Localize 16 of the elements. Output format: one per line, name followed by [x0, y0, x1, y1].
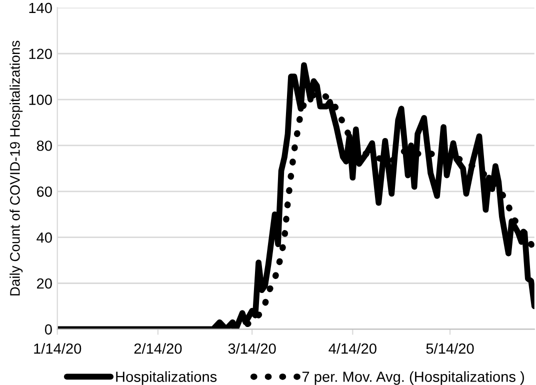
legend-label: Hospitalizations: [116, 371, 217, 385]
x-tick-label: 4/14/20: [328, 343, 376, 354]
y-tick-label: 60: [37, 186, 52, 197]
y-axis-title: Daily Count of COVID-19 Hospitalizations: [10, 40, 23, 296]
y-tick-label: 80: [36, 140, 52, 151]
x-tick-label: 5/14/20: [426, 343, 474, 354]
y-tick-label: 140: [29, 2, 52, 14]
y-tick-label: 40: [36, 232, 52, 243]
y-tick-label: 20: [37, 278, 52, 289]
y-tick-label: 120: [29, 48, 52, 60]
y-tick-label: 0: [44, 324, 52, 335]
y-tick-label: 100: [29, 94, 52, 105]
x-tick-label: 1/14/20: [34, 343, 82, 354]
x-tick-label: 2/14/20: [134, 343, 182, 354]
legend-label: 7 per. Mov. Avg. (Hospitalizations ): [302, 371, 524, 385]
x-tick-label: 3/14/20: [228, 343, 276, 354]
